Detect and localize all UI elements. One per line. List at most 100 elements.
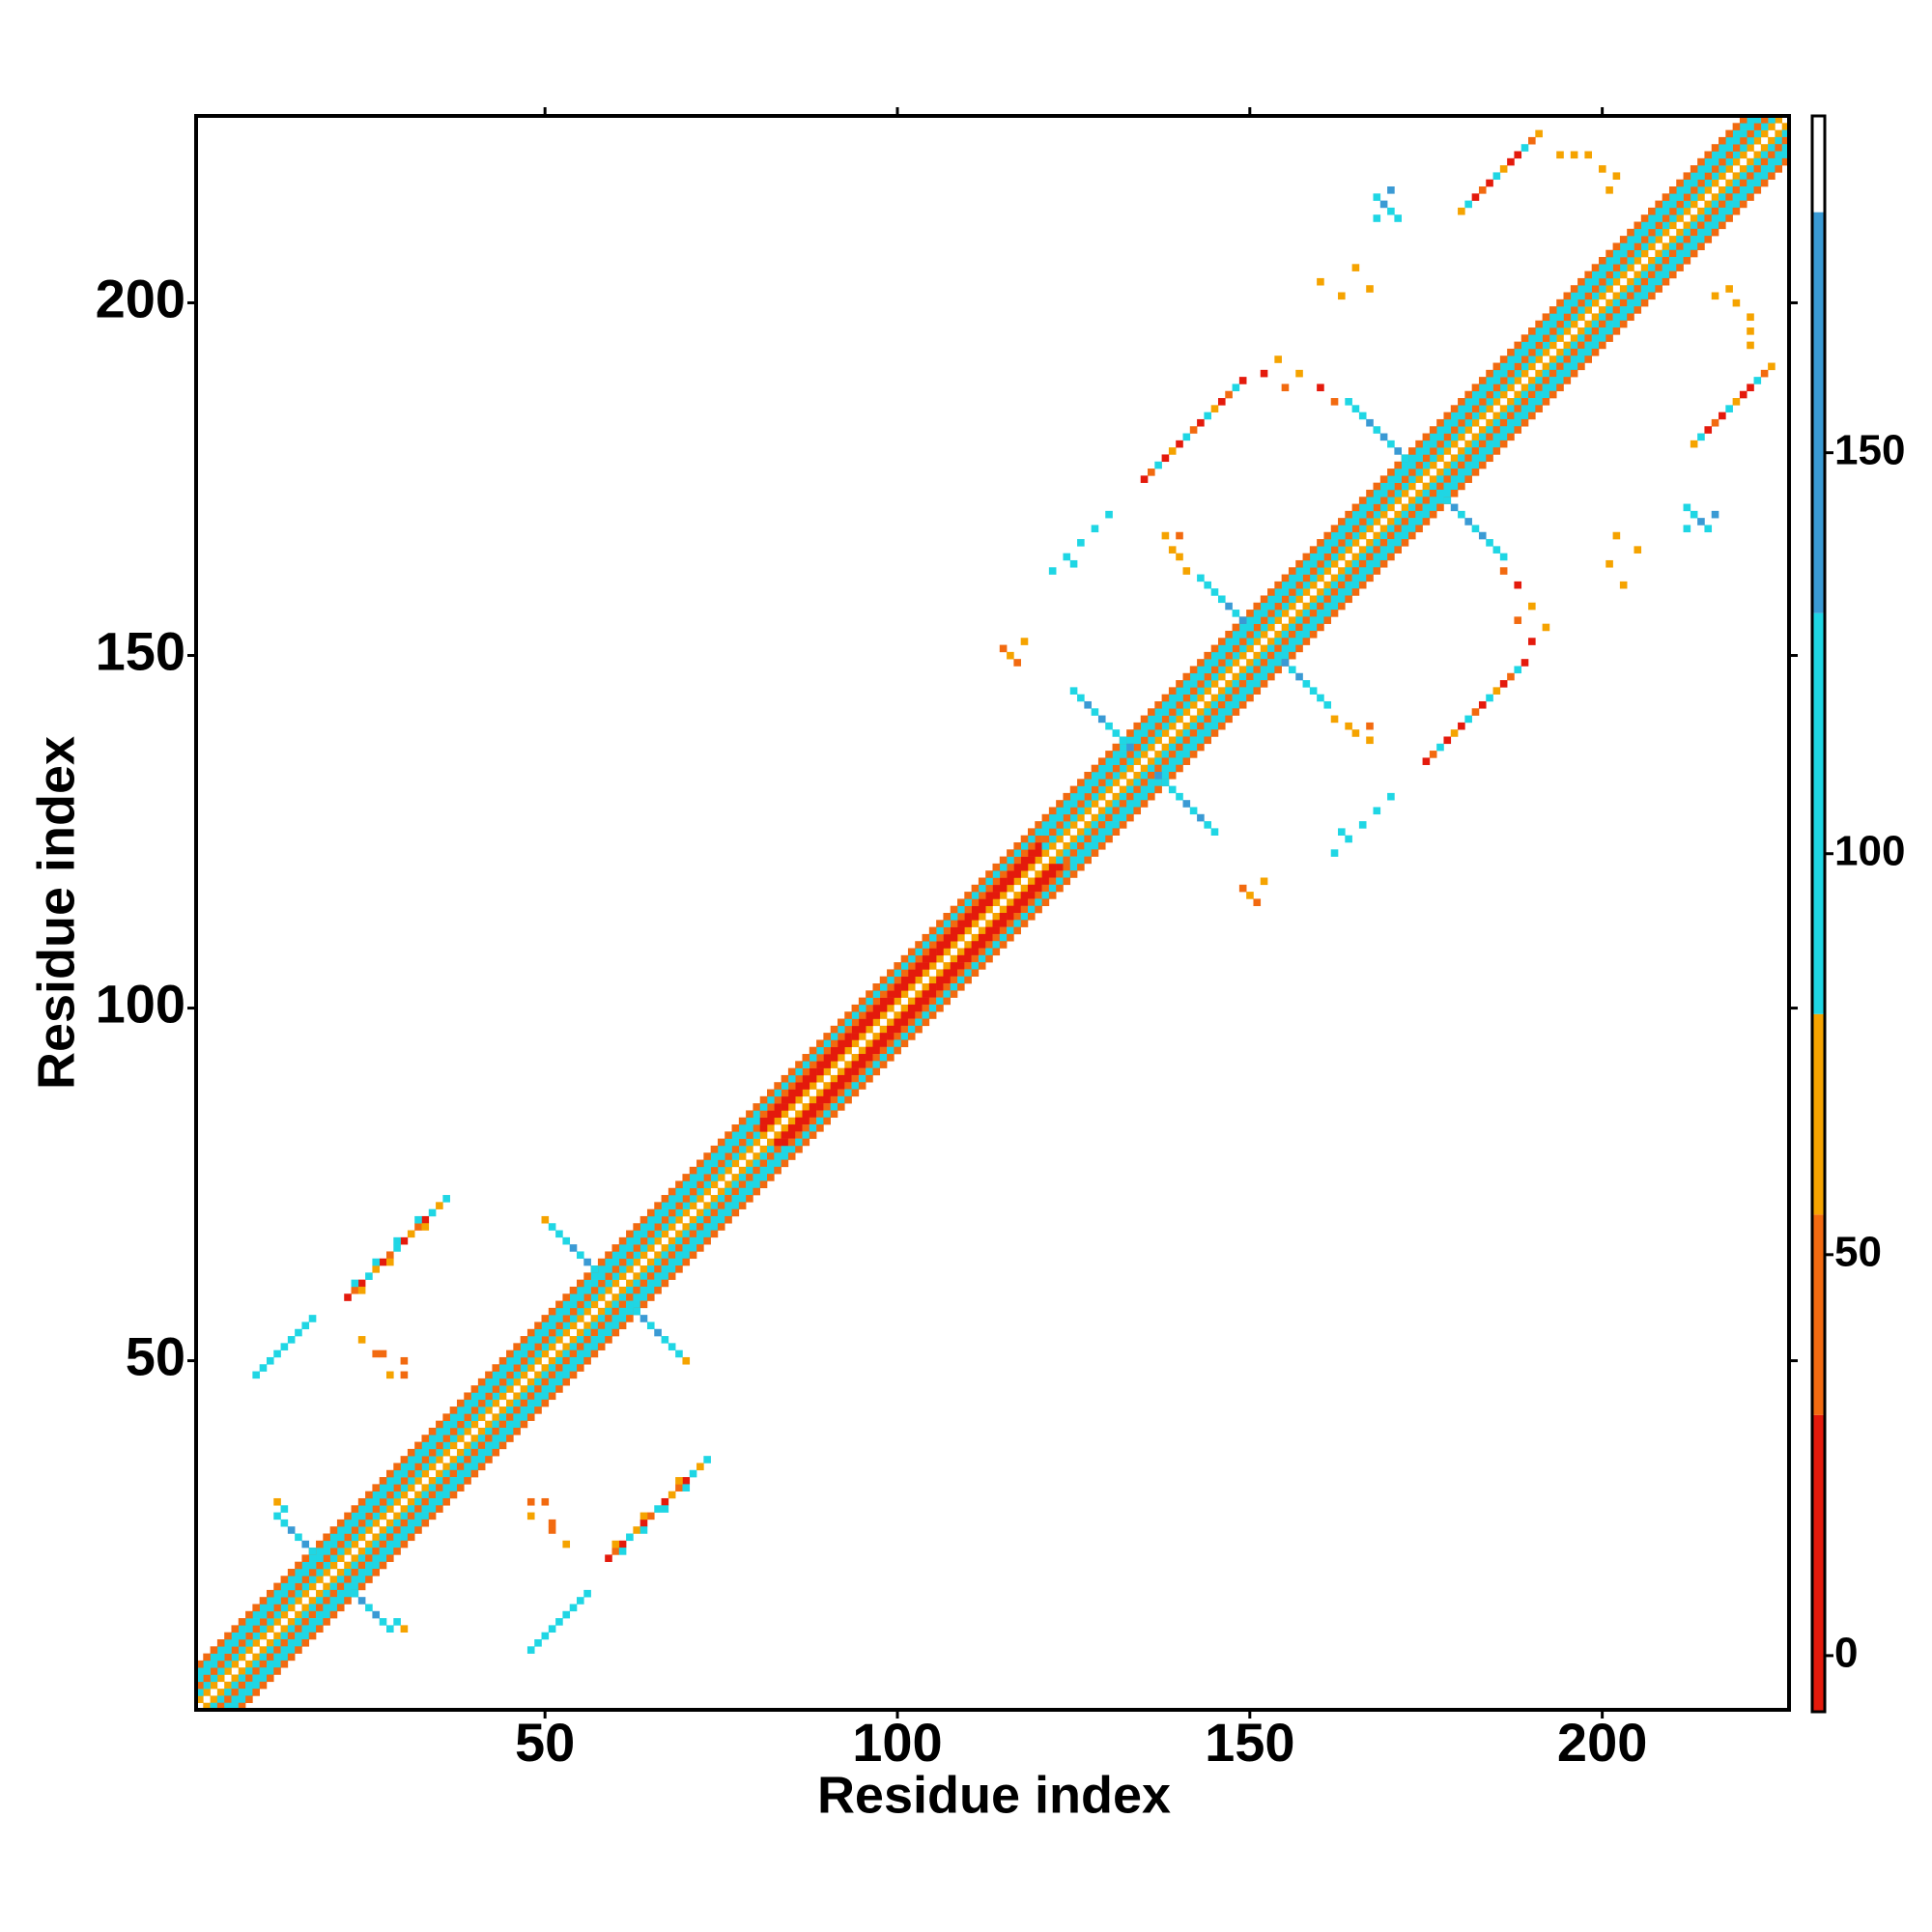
- heatmap-cell: [1323, 581, 1332, 589]
- heatmap-cell: [344, 1548, 352, 1555]
- heatmap-cell: [675, 1484, 683, 1492]
- heatmap-cell: [802, 1131, 810, 1139]
- heatmap-cell: [196, 1667, 204, 1675]
- heatmap-cell: [1358, 531, 1367, 540]
- heatmap-cell: [1443, 489, 1452, 497]
- heatmap-cell: [287, 1589, 296, 1598]
- heatmap-cell: [724, 1187, 732, 1196]
- heatmap-cell: [1415, 475, 1423, 483]
- heatmap-cell: [689, 1251, 697, 1260]
- heatmap-cell: [259, 1660, 268, 1668]
- heatmap-cell: [1168, 708, 1177, 716]
- heatmap-cell: [1514, 341, 1522, 350]
- heatmap-cell: [1253, 672, 1262, 681]
- heatmap-cell: [1683, 257, 1691, 265]
- heatmap-cell: [1648, 221, 1656, 230]
- heatmap-cell: [287, 1646, 296, 1654]
- heatmap-cell: [1007, 849, 1014, 857]
- heatmap-cell: [646, 1215, 655, 1224]
- heatmap-cell: [781, 1152, 789, 1160]
- heatmap-cell: [1161, 729, 1170, 737]
- heatmap-cell: [1739, 200, 1747, 209]
- heatmap-cell: [717, 1166, 725, 1175]
- heatmap-cell: [1478, 377, 1487, 384]
- x-tick-label: 150: [1205, 1712, 1294, 1773]
- heatmap-cell: [238, 1625, 246, 1633]
- heatmap-cell: [1232, 638, 1240, 645]
- heatmap-cell: [696, 1159, 704, 1168]
- heatmap-cell: [1739, 179, 1747, 187]
- heatmap-cell: [1775, 136, 1783, 145]
- heatmap-cell: [1210, 722, 1219, 730]
- heatmap-cell: [682, 1484, 691, 1492]
- heatmap-cell: [1436, 475, 1444, 483]
- heatmap-cell: [992, 941, 1001, 949]
- heatmap-cell: [1097, 785, 1106, 794]
- heatmap-cell: [210, 1646, 218, 1654]
- heatmap-cell: [1105, 757, 1113, 765]
- heatmap-cell: [1351, 531, 1360, 540]
- heatmap-cell: [795, 1145, 803, 1153]
- heatmap-cell: [1232, 384, 1240, 392]
- heatmap-cell: [1041, 813, 1050, 822]
- heatmap-cell: [1563, 306, 1572, 314]
- heatmap-cell: [316, 1540, 324, 1548]
- heatmap-cell: [646, 1512, 655, 1520]
- heatmap-cell: [597, 1265, 606, 1273]
- heatmap-cell: [372, 1540, 381, 1548]
- heatmap-cell: [781, 1089, 789, 1097]
- heatmap-cell: [900, 962, 909, 970]
- heatmap-cell: [1655, 228, 1662, 237]
- heatmap-cell: [1781, 157, 1790, 166]
- heatmap-cell: [1450, 482, 1459, 491]
- heatmap-cell: [1676, 193, 1684, 201]
- heatmap-cell: [1478, 412, 1487, 420]
- heatmap-cell: [583, 1321, 591, 1330]
- heatmap-cell: [224, 1646, 232, 1654]
- heatmap-cell: [513, 1427, 521, 1435]
- heatmap-cell: [1732, 129, 1741, 138]
- heatmap-cell: [379, 1477, 387, 1485]
- heatmap-cell: [1274, 602, 1282, 611]
- heatmap-cell: [774, 1152, 781, 1160]
- heatmap-cell: [555, 1300, 563, 1309]
- heatmap-cell: [879, 976, 888, 984]
- heatmap-cell: [1542, 390, 1550, 399]
- heatmap-cell: [308, 1561, 317, 1570]
- heatmap-cell: [1605, 327, 1613, 335]
- heatmap-cell: [1768, 136, 1776, 145]
- heatmap-cell: [611, 1540, 620, 1548]
- heatmap-cell: [605, 1336, 612, 1344]
- heatmap-cell: [1204, 666, 1211, 674]
- heatmap-cell: [1507, 348, 1515, 356]
- heatmap-cell: [1133, 792, 1142, 801]
- heatmap-cell: [717, 1145, 725, 1153]
- heatmap-cell: [386, 1258, 394, 1266]
- heatmap-cell: [1148, 771, 1155, 780]
- heatmap-cell: [280, 1653, 289, 1662]
- heatmap-cell: [597, 1328, 606, 1337]
- heatmap-cell: [1063, 841, 1071, 850]
- heatmap-cell: [907, 969, 916, 978]
- heatmap-cell: [1063, 849, 1071, 857]
- heatmap-cell: [1281, 574, 1290, 582]
- heatmap-cell: [1148, 779, 1155, 786]
- heatmap-cell: [1140, 715, 1149, 724]
- heatmap-cell: [1478, 454, 1487, 463]
- heatmap-cell: [323, 1597, 330, 1605]
- heatmap-cell: [1056, 849, 1064, 857]
- heatmap-cell: [1436, 469, 1444, 476]
- heatmap-cell: [1662, 207, 1670, 215]
- heatmap-cell: [1027, 892, 1036, 899]
- heatmap-cell: [1711, 221, 1719, 230]
- heatmap-cell: [259, 1618, 268, 1626]
- heatmap-cell: [1719, 200, 1726, 209]
- heatmap-cell: [696, 1244, 704, 1252]
- heatmap-cell: [1570, 334, 1578, 342]
- heatmap-cell: [633, 1258, 640, 1266]
- heatmap-cell: [1007, 920, 1014, 927]
- heatmap-cell: [449, 1435, 458, 1442]
- heatmap-cell: [1295, 588, 1303, 596]
- heatmap-cell: [449, 1484, 458, 1492]
- heatmap-cell: [1464, 475, 1472, 483]
